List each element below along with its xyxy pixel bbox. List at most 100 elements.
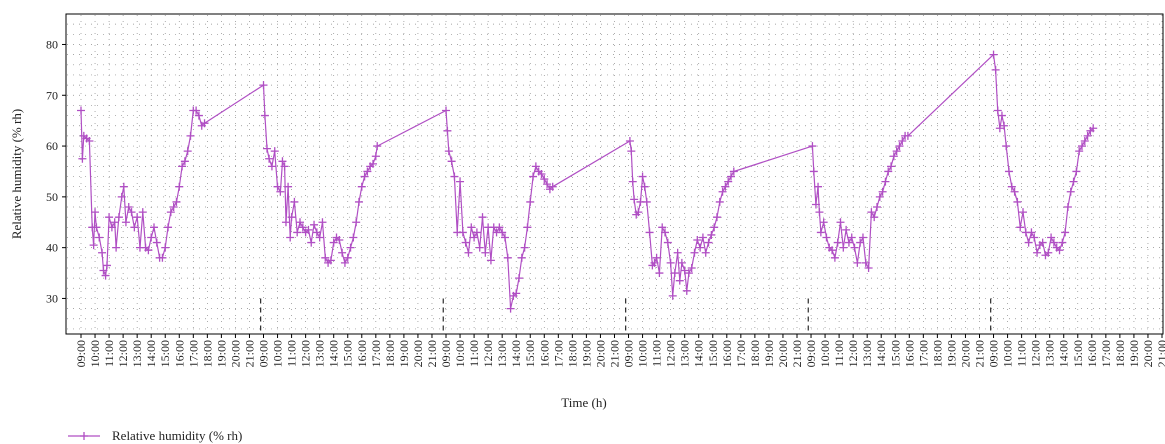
data-point <box>183 147 192 156</box>
x-tick-label: 15:00 <box>1071 340 1085 367</box>
data-point <box>260 111 269 120</box>
data-point <box>478 213 487 222</box>
data-point <box>360 172 369 181</box>
data-point <box>105 213 114 222</box>
data-point <box>1089 124 1098 133</box>
data-point <box>447 157 456 166</box>
x-tick-label: 20:00 <box>228 340 242 367</box>
data-point <box>77 106 85 115</box>
data-point <box>363 167 372 176</box>
x-tick-label: 19:00 <box>1127 340 1141 367</box>
data-point <box>822 233 831 242</box>
data-point <box>352 218 361 227</box>
data-point <box>1019 208 1028 217</box>
data-point <box>265 154 274 163</box>
data-point <box>642 197 651 206</box>
y-tick-label: 30 <box>46 291 58 305</box>
x-tick-label: 14:00 <box>144 340 158 367</box>
x-tick-label: 13:00 <box>678 340 692 367</box>
data-point <box>1024 238 1033 247</box>
data-point <box>638 172 647 181</box>
x-tick-label: 11:00 <box>650 340 664 367</box>
data-point <box>809 167 818 176</box>
data-point <box>312 228 321 237</box>
x-tick-label: 15:00 <box>888 340 902 367</box>
x-tick-label: 10:00 <box>636 340 650 367</box>
x-tick-label: 16:00 <box>902 340 916 367</box>
data-point <box>329 238 338 247</box>
x-tick-label: 09:00 <box>987 340 1001 367</box>
data-point <box>687 263 696 272</box>
data-point <box>1058 238 1067 247</box>
data-point <box>1063 203 1072 212</box>
y-axis: 30 40 50 60 70 80 <box>46 37 66 305</box>
data-point <box>531 162 540 171</box>
data-point <box>816 228 825 237</box>
data-point <box>110 218 119 227</box>
y-tick-label: 60 <box>46 139 58 153</box>
data-point <box>443 126 452 135</box>
data-point <box>117 192 126 201</box>
data-point <box>150 223 159 232</box>
data-point <box>630 195 639 204</box>
data-point <box>175 182 184 191</box>
data-point <box>875 192 884 201</box>
data-point <box>281 218 290 227</box>
x-tick-label: 21:00 <box>425 340 439 367</box>
data-point <box>675 276 684 285</box>
x-tick-label: 18:00 <box>565 340 579 367</box>
data-point <box>200 119 209 128</box>
x-tick-label: 09:00 <box>439 340 453 367</box>
data-point <box>1038 238 1047 247</box>
data-point <box>993 106 1002 115</box>
data-point <box>729 167 738 176</box>
data-point <box>721 182 730 191</box>
data-point <box>114 213 123 222</box>
data-point <box>318 218 327 227</box>
data-point <box>677 258 686 267</box>
data-point <box>548 182 557 191</box>
data-point <box>861 258 870 267</box>
data-point <box>1055 246 1064 255</box>
data-point <box>892 147 901 156</box>
data-point <box>715 197 724 206</box>
data-point <box>645 228 654 237</box>
y-tick-label: 50 <box>46 190 58 204</box>
data-point <box>995 124 1004 133</box>
data-point <box>340 258 349 267</box>
data-point <box>867 208 876 217</box>
data-point <box>133 213 142 222</box>
x-tick-label: 14:00 <box>327 340 341 367</box>
data-point <box>130 223 139 232</box>
data-point <box>470 233 479 242</box>
data-point <box>673 248 682 257</box>
data-point <box>878 187 887 196</box>
data-point <box>1083 131 1092 140</box>
data-point <box>1075 147 1084 156</box>
x-axis-title: Time (h) <box>561 395 606 410</box>
data-point <box>1000 121 1009 130</box>
data-point <box>259 81 268 90</box>
data-point <box>298 223 307 232</box>
data-point <box>161 243 170 252</box>
data-point <box>858 233 867 242</box>
data-point <box>889 152 898 161</box>
x-tick-label: 11:00 <box>102 340 116 367</box>
data-point <box>102 261 111 270</box>
data-point <box>1033 248 1042 257</box>
data-point <box>127 208 136 217</box>
data-point <box>147 233 156 242</box>
data-point <box>680 266 689 275</box>
x-tick-label: 09:00 <box>257 340 271 367</box>
x-tick-label: 17:00 <box>734 340 748 367</box>
data-point <box>354 197 363 206</box>
series-line <box>80 54 1094 310</box>
data-point <box>684 269 693 278</box>
x-tick-label: 16:00 <box>1085 340 1099 367</box>
data-point <box>458 228 467 237</box>
data-point <box>152 238 161 247</box>
data-point <box>124 203 133 212</box>
data-point <box>517 253 526 262</box>
data-point <box>1049 238 1058 247</box>
data-point <box>450 172 459 181</box>
